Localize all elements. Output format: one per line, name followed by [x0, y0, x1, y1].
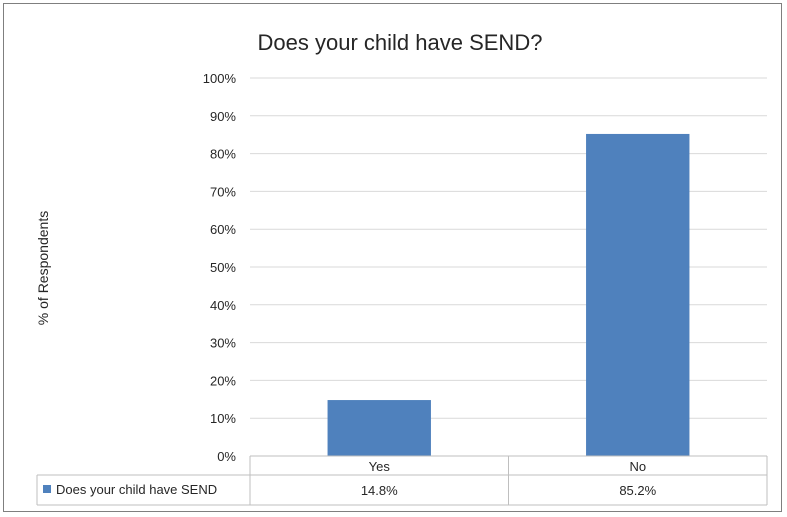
bar-no: [586, 133, 690, 456]
y-tick-label: 40%: [210, 298, 236, 313]
y-tick-label: 10%: [210, 411, 236, 426]
y-axis-ticks: 0% 10% 20% 30% 40% 50% 60% 70% 80% 90% 100%: [203, 71, 237, 464]
bar-yes: [327, 400, 431, 456]
bars: [327, 133, 690, 456]
y-tick-label: 0%: [217, 449, 236, 464]
data-label: 14.8%: [361, 483, 398, 498]
y-tick-label: 50%: [210, 260, 236, 275]
y-tick-label: 80%: [210, 147, 236, 162]
series-name: Does your child have SEND: [56, 482, 217, 497]
y-tick-label: 70%: [210, 184, 236, 199]
y-axis-label: % of Respondents: [35, 211, 51, 325]
y-tick-label: 60%: [210, 222, 236, 237]
data-label: 85.2%: [619, 483, 656, 498]
y-tick-label: 90%: [210, 109, 236, 124]
category-label: No: [629, 459, 646, 474]
legend-key: [43, 485, 51, 493]
chart-title: Does your child have SEND?: [258, 30, 543, 55]
y-tick-label: 100%: [203, 71, 237, 86]
data-table: Yes 14.8% No 85.2% Does your child have SEND: [36, 455, 768, 506]
y-tick-label: 30%: [210, 336, 236, 351]
category-label: Yes: [369, 459, 391, 474]
y-tick-label: 20%: [210, 373, 236, 388]
